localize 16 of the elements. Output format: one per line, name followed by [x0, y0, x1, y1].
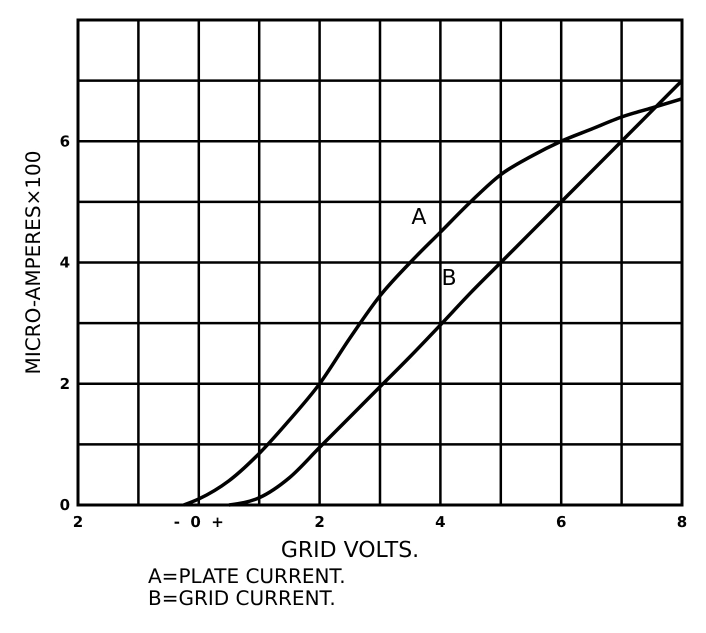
y-axis-title: MICRO-AMPERES×100 [21, 150, 45, 374]
text: A=PLATE CURRENT. [148, 564, 346, 588]
y-tick-label: 0 [60, 496, 70, 514]
x-tick-label: 2 [314, 513, 325, 531]
x-tick-label: 4 [435, 513, 446, 531]
x-axis-title: GRID VOLTS. [280, 538, 420, 563]
x-tick-label: 8 [676, 513, 688, 531]
x-tick-label: 2 [72, 513, 84, 531]
series-label: A [411, 205, 426, 230]
series-label: B [442, 266, 457, 291]
x-tick-label: - 0 + [174, 513, 224, 531]
text: B=GRID CURRENT. [148, 586, 336, 610]
y-tick-label: 4 [60, 254, 70, 272]
y-tick-label: 6 [60, 132, 70, 150]
y-tick-label: 2 [60, 374, 70, 393]
x-tick-label: 6 [556, 513, 566, 531]
